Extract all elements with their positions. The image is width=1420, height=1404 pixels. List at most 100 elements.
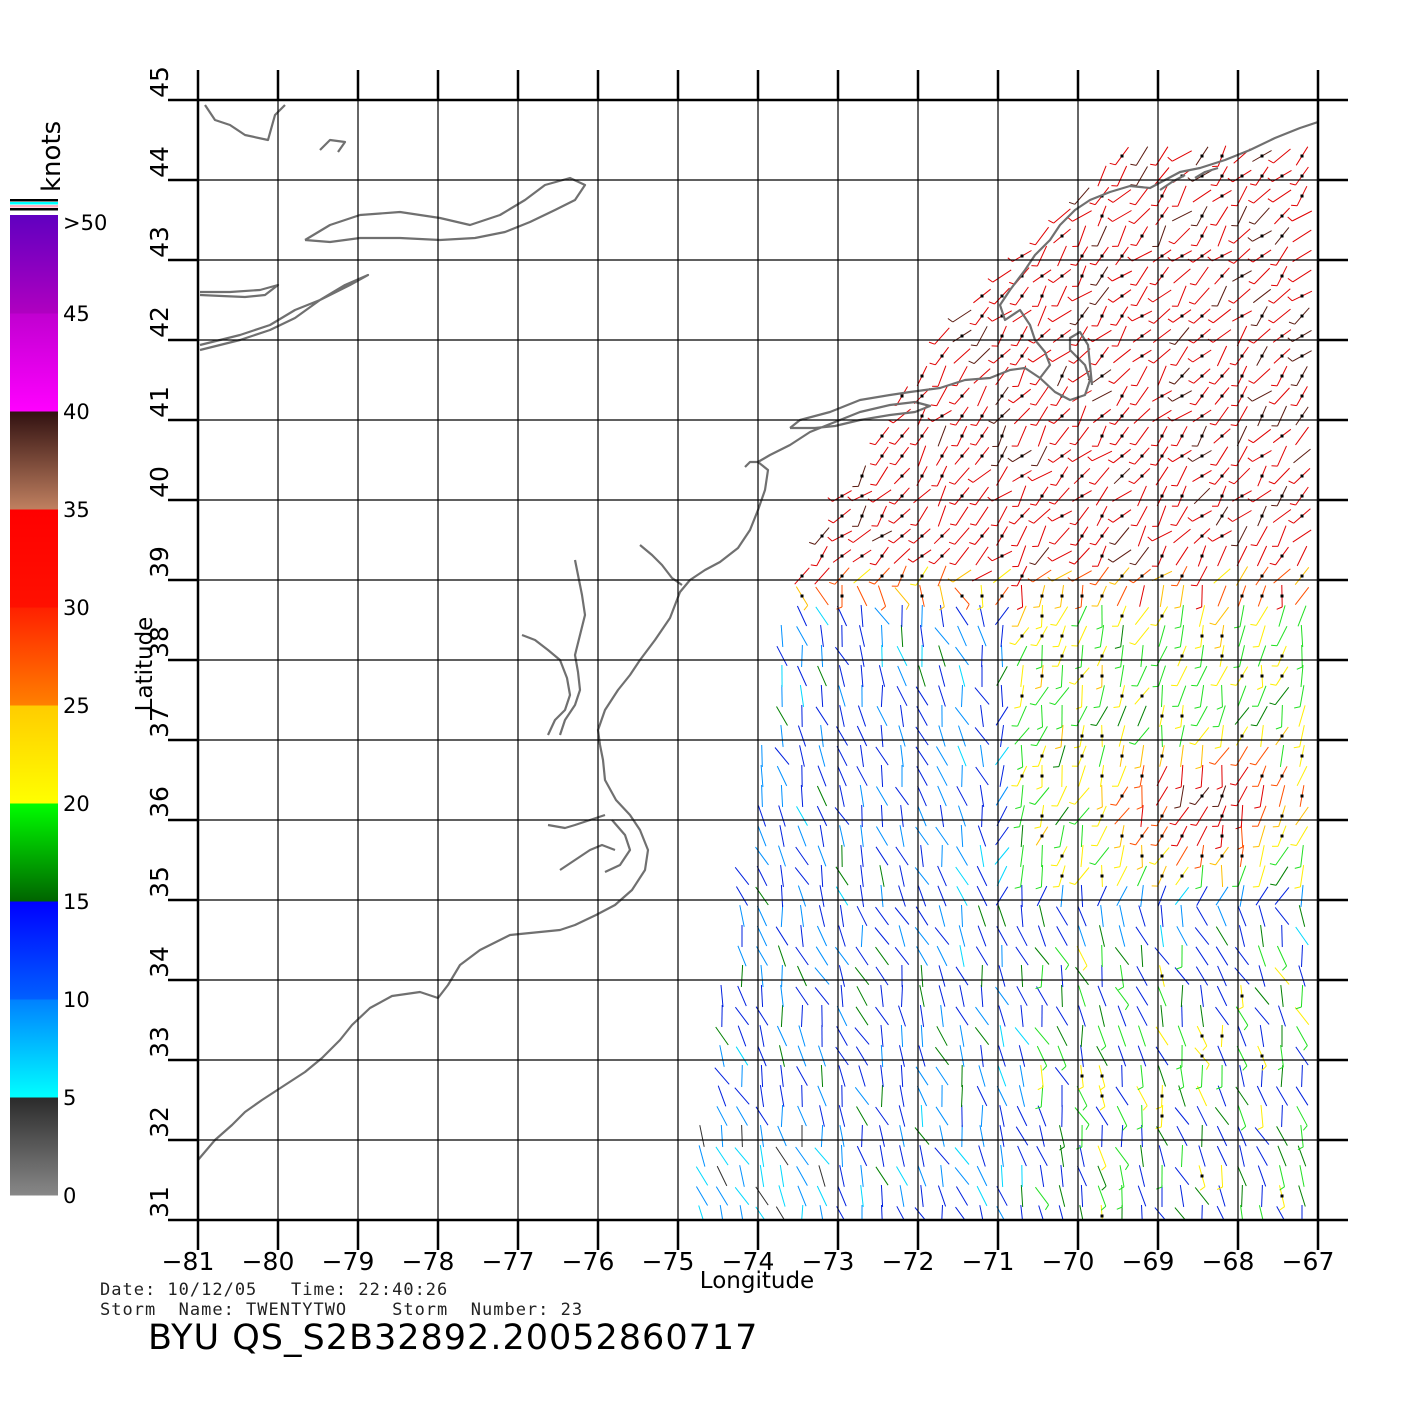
wind-barb bbox=[901, 805, 904, 827]
wind-barb-flag bbox=[1045, 1205, 1048, 1210]
wind-barb bbox=[1153, 329, 1171, 342]
wind-barb bbox=[1197, 1086, 1206, 1106]
wind-barb-flag bbox=[1258, 1127, 1263, 1130]
wind-barb bbox=[935, 328, 950, 344]
wind-barb bbox=[1201, 645, 1204, 667]
rain-flag-dot bbox=[1101, 875, 1104, 878]
wind-barb bbox=[1297, 766, 1307, 786]
wind-barb bbox=[978, 826, 985, 847]
wind-barb-flag bbox=[1291, 205, 1297, 206]
wind-barb bbox=[1098, 1026, 1106, 1047]
wind-barb bbox=[761, 765, 763, 787]
wind-barb bbox=[1175, 1108, 1189, 1125]
colorbar-tick-label: 35 bbox=[63, 498, 90, 522]
wind-barb bbox=[855, 967, 869, 984]
wind-barb bbox=[1221, 725, 1224, 747]
wind-barb bbox=[936, 1107, 948, 1125]
rain-flag-dot bbox=[1021, 295, 1024, 298]
lon-tick-label: −70 bbox=[1042, 1247, 1095, 1276]
coastline-segment bbox=[522, 635, 570, 735]
wind-barb bbox=[1059, 745, 1065, 766]
coastline-segment bbox=[200, 275, 368, 350]
rain-flag-dot bbox=[1241, 495, 1244, 498]
wind-barb bbox=[938, 1186, 945, 1207]
wind-barb bbox=[1240, 1065, 1245, 1087]
wind-barb-flag bbox=[1191, 585, 1197, 586]
wind-barb bbox=[1181, 605, 1184, 627]
lat-tick-label: 39 bbox=[145, 546, 174, 578]
wind-barb bbox=[741, 965, 742, 987]
wind-barb bbox=[977, 866, 987, 886]
rain-flag-dot bbox=[1261, 595, 1264, 598]
wind-barb bbox=[1234, 289, 1251, 304]
wind-barb bbox=[1222, 685, 1223, 707]
rain-flag-dot bbox=[1241, 355, 1244, 358]
wind-barb bbox=[1260, 785, 1264, 807]
rain-flag-dot bbox=[1301, 515, 1304, 518]
wind-barb bbox=[1174, 529, 1191, 543]
wind-barb bbox=[1092, 391, 1111, 401]
wind-barb-flag bbox=[870, 443, 876, 445]
wind-barb-flag bbox=[908, 540, 913, 543]
wind-barb bbox=[1302, 1065, 1303, 1087]
rain-flag-dot bbox=[1281, 835, 1284, 838]
wind-barb bbox=[1055, 947, 1068, 964]
wind-barb-flag bbox=[881, 606, 886, 610]
wind-barb bbox=[779, 806, 786, 827]
wind-barb bbox=[861, 605, 863, 627]
wind-barb-flag bbox=[1195, 787, 1201, 789]
wind-barb-flag bbox=[1244, 1025, 1248, 1030]
wind-barb-flag bbox=[930, 363, 936, 365]
wind-barb bbox=[961, 825, 962, 847]
wind-barb bbox=[796, 947, 809, 965]
wind-barb bbox=[1096, 487, 1108, 506]
rain-flag-dot bbox=[1301, 495, 1304, 498]
wind-barb bbox=[1298, 606, 1306, 627]
wind-barb-flag bbox=[1056, 727, 1062, 729]
wind-barb-flag bbox=[1230, 364, 1236, 366]
wind-barb bbox=[1117, 586, 1127, 606]
rain-flag-dot bbox=[881, 555, 884, 558]
wind-barb-flag bbox=[1049, 703, 1055, 705]
wind-barb bbox=[955, 707, 968, 724]
wind-barb-flag bbox=[1189, 302, 1195, 304]
wind-barb bbox=[882, 625, 883, 647]
wind-barb bbox=[700, 1125, 704, 1147]
rain-flag-dot bbox=[1061, 515, 1064, 518]
wind-barb bbox=[921, 625, 924, 647]
wind-barb-flag bbox=[1008, 400, 1013, 403]
wind-barb-flag bbox=[1296, 1007, 1302, 1009]
wind-barb bbox=[955, 528, 969, 545]
rain-flag-dot bbox=[1141, 235, 1144, 238]
wind-barb-flag bbox=[1043, 1066, 1047, 1070]
wind-barb bbox=[1075, 548, 1090, 564]
rain-flag-dot bbox=[1021, 575, 1024, 578]
wind-barb bbox=[1241, 805, 1242, 827]
wind-barb bbox=[780, 1165, 783, 1187]
wind-barb bbox=[1019, 1045, 1024, 1066]
rain-flag-dot bbox=[1261, 575, 1264, 578]
wind-barb bbox=[1216, 947, 1228, 966]
wind-barb bbox=[1120, 905, 1125, 927]
wind-barb bbox=[939, 905, 945, 926]
wind-barb-flag bbox=[1071, 725, 1077, 726]
wind-barb-flag bbox=[950, 563, 956, 565]
wind-barb-flag bbox=[1050, 484, 1056, 485]
wind-barb bbox=[1134, 409, 1150, 424]
wind-barb bbox=[1201, 745, 1203, 767]
wind-barb bbox=[800, 685, 803, 707]
wind-barb bbox=[760, 1025, 764, 1047]
wind-barb bbox=[778, 1126, 787, 1146]
wind-barb bbox=[959, 806, 966, 827]
wind-barb-flag bbox=[1090, 583, 1096, 585]
wind-barb bbox=[816, 607, 828, 625]
wind-barb bbox=[861, 1165, 863, 1187]
wind-barb bbox=[1034, 509, 1050, 524]
wind-barb-flag bbox=[1108, 218, 1113, 222]
wind-barb bbox=[999, 965, 1005, 986]
wind-barb bbox=[1140, 585, 1145, 606]
wind-barb bbox=[935, 1047, 948, 1065]
rain-flag-dot bbox=[1001, 415, 1004, 418]
wind-barb bbox=[1056, 607, 1067, 626]
